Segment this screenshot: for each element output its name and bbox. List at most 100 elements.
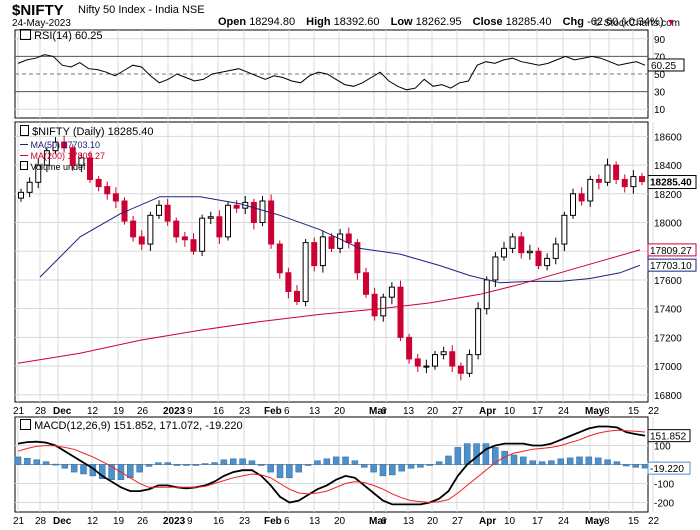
macd-histogram-bar [295,464,302,473]
macd-histogram-bar [623,464,630,467]
date-tick-label: 12 [87,406,99,417]
price-tick-label: 16800 [654,391,682,402]
rsi-value-badge [647,58,685,72]
macd-histogram-bar [211,462,218,465]
candle-down [250,201,257,224]
candle-down [233,204,240,209]
low-label: Low [390,16,413,28]
macd-line [17,425,646,506]
candle-up [319,236,326,267]
candle-up [483,279,490,310]
date-tick-label: 13 [309,406,321,417]
candle-up [26,181,33,193]
price-tick-label: 17000 [654,362,682,373]
ma200-legend: MA(200) 17809.27 [20,151,105,161]
date-tick-label: 13 [403,516,415,527]
candle-down [639,176,645,183]
candle-up [199,217,206,252]
candle-down [578,193,585,202]
date-tick-label: 6 [284,406,290,417]
macd-histogram-bar [445,455,452,465]
ma50-badge [647,258,697,272]
high-label: High [306,16,331,28]
candle-down [285,272,292,292]
ma200-badge [647,243,697,257]
date-tick-label: Feb [264,516,282,527]
price-label: $NIFTY (Daily) 18285.40 [32,126,154,138]
ma200-label: MA(200) 17809.27 [30,151,106,161]
macd-histogram-bar [239,458,246,465]
candle-down [138,236,145,245]
macd-histogram-bar [576,456,583,465]
candle-up [35,164,42,183]
macd-histogram-bar [361,464,368,468]
date-tick-label: 6 [381,516,387,527]
macd-hist-badge [647,461,691,475]
candle-up [544,257,551,267]
date-tick-label: 20 [427,406,439,417]
candle-up [526,250,533,254]
macd-histogram-bar [632,464,639,468]
macd-hist-badge-text: -19.220 [650,464,684,475]
date-tick-label: Mar [369,406,387,417]
chg-value: -62.60 (-0.34%) [587,16,664,28]
date-tick-label: 16 [213,406,225,417]
macd-histogram-bar [183,464,190,466]
candle-up [43,150,50,166]
macd-histogram-bar [332,456,340,465]
close-label: Close [472,16,503,28]
date-tick-label: May [585,516,605,527]
date-tick-label: Apr [479,406,496,417]
rsi-value-badge-text: 60.25 [651,61,676,72]
macd-histogram-bar [108,464,115,480]
macd-histogram-bar [248,460,256,465]
candle-up [147,214,154,245]
macd-histogram-bar [426,464,434,466]
price-panel-frame [14,121,649,403]
candle-up [52,141,59,152]
date-tick-label: 15 [628,406,640,417]
volume-legend-swatch [20,161,28,170]
date-tick-label: 27 [452,516,464,527]
date-tick-label: 16 [213,516,225,527]
index-name: Nifty 50 Index - India NSE [78,4,205,16]
date-tick-label: 13 [403,406,415,417]
macd-histogram-bar [61,464,69,469]
date-tick-label: 17 [532,516,544,527]
date-tick-label: 26 [137,516,149,527]
candle-up [561,214,568,245]
candle-down [164,204,171,222]
stockcharts-logo[interactable]: © StockCharts.com [593,18,680,29]
date-tick-label: 23 [239,516,251,527]
macd-histogram-bar [155,462,162,465]
candle-legend-swatch [20,125,29,136]
macd-histogram-bar [482,443,490,465]
candle-down [613,164,620,180]
ma50-label: MA(50) 17703.10 [30,140,101,150]
date-tick-label: 28 [35,516,47,527]
macd-histogram-bar [510,454,518,465]
macd-histogram-bar [351,460,359,465]
macd-histogram-bar [258,464,265,466]
ma200-legend-swatch [20,155,28,156]
candle-down [190,239,197,252]
candle-down [95,178,102,188]
date-tick-label: Mar [369,516,387,527]
macd-histogram-bar [145,464,153,467]
ma50-legend: MA(50) 17703.10 [20,140,100,150]
date-tick-label: 10 [504,406,516,417]
macd-label: MACD(12,26,9) 151.852, 171.072, -19.220 [34,420,243,432]
candle-up [570,193,576,216]
chg-label: Chg [562,16,584,28]
date-tick-label: 6 [381,406,387,417]
macd-histogram-bar [314,460,321,465]
macd-histogram-bar [304,464,312,466]
macd-histogram-bar [407,464,415,469]
macd-histogram-bar [127,464,134,479]
candle-down [621,178,628,188]
candle-up [432,354,438,367]
ma200-line [17,249,641,364]
date-tick-label: Apr [479,516,496,527]
macd-histogram-bar [529,460,536,465]
open-value: 18294.80 [249,16,296,28]
